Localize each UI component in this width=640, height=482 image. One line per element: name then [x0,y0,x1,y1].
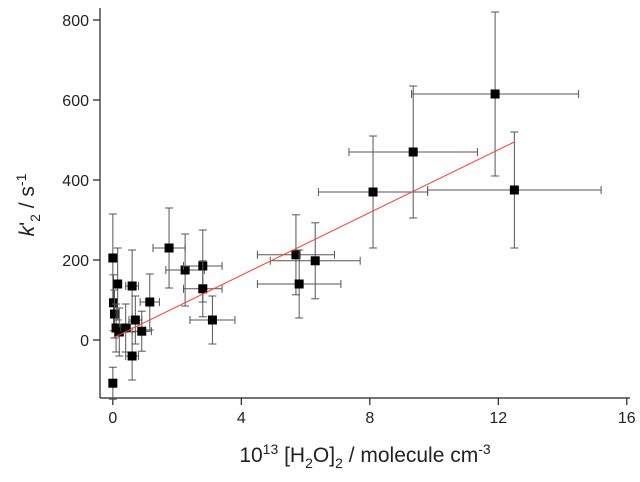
label-part: ' [16,222,39,226]
y-tick-label: 0 [80,333,89,350]
x-axis-label: 1013 [H2O]2 / molecule cm-3 [239,441,491,471]
point [368,187,378,197]
point [310,256,320,266]
label-part: 13 [263,441,279,457]
y-axis-label: k'2 / s-1 [13,173,43,236]
label-part: / molecule cm [343,444,478,467]
y-tick-label: 600 [62,93,89,110]
y-tick-label: 800 [62,13,89,30]
x-tick-label: 4 [237,410,246,427]
x-tick-label: 0 [108,410,117,427]
point [109,309,119,319]
x-tick-label: 12 [489,410,507,427]
label-part: -3 [478,441,491,457]
point [113,279,123,289]
label-part: k [16,224,39,236]
label-part: -1 [13,173,29,186]
point [114,327,124,337]
y-tick-label: 200 [62,253,89,270]
label-part: / s [16,186,39,214]
point [180,265,190,275]
point [130,315,140,325]
point [198,284,208,294]
point [127,351,137,361]
point [164,243,174,253]
point [207,315,217,325]
point [121,323,131,333]
point [408,147,418,157]
point [145,297,155,307]
point [509,185,519,195]
point [108,298,118,308]
point [294,279,304,289]
label-part: 2 [305,455,313,471]
label-part: 2 [27,214,43,222]
label-part: 2 [335,455,343,471]
label-part: O] [313,444,335,467]
label-part: 10 [239,444,262,467]
point [137,326,147,336]
point [490,89,500,99]
point [291,250,301,260]
x-tick-label: 8 [365,410,374,427]
point [127,281,137,291]
point [108,253,118,263]
fit-line [112,141,515,339]
x-tick-label: 16 [618,410,636,427]
label-part: [H [278,444,305,467]
y-tick-label: 400 [62,173,89,190]
point [108,378,118,388]
